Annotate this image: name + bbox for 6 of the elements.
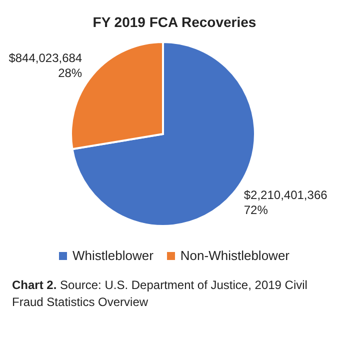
data-label: $844,023,684 28% — [8, 50, 82, 80]
caption: Chart 2. Source: U.S. Department of Justice, 2019 Civil Fraud Statistics Overview — [11, 277, 308, 311]
legend-label: Non-Whistleblower — [179, 248, 290, 263]
legend-label: Whistleblower — [71, 248, 154, 263]
chart-title: FY 2019 FCA Recoveries — [92, 13, 258, 30]
data-label: $2,210,401,366 72% — [244, 188, 328, 218]
